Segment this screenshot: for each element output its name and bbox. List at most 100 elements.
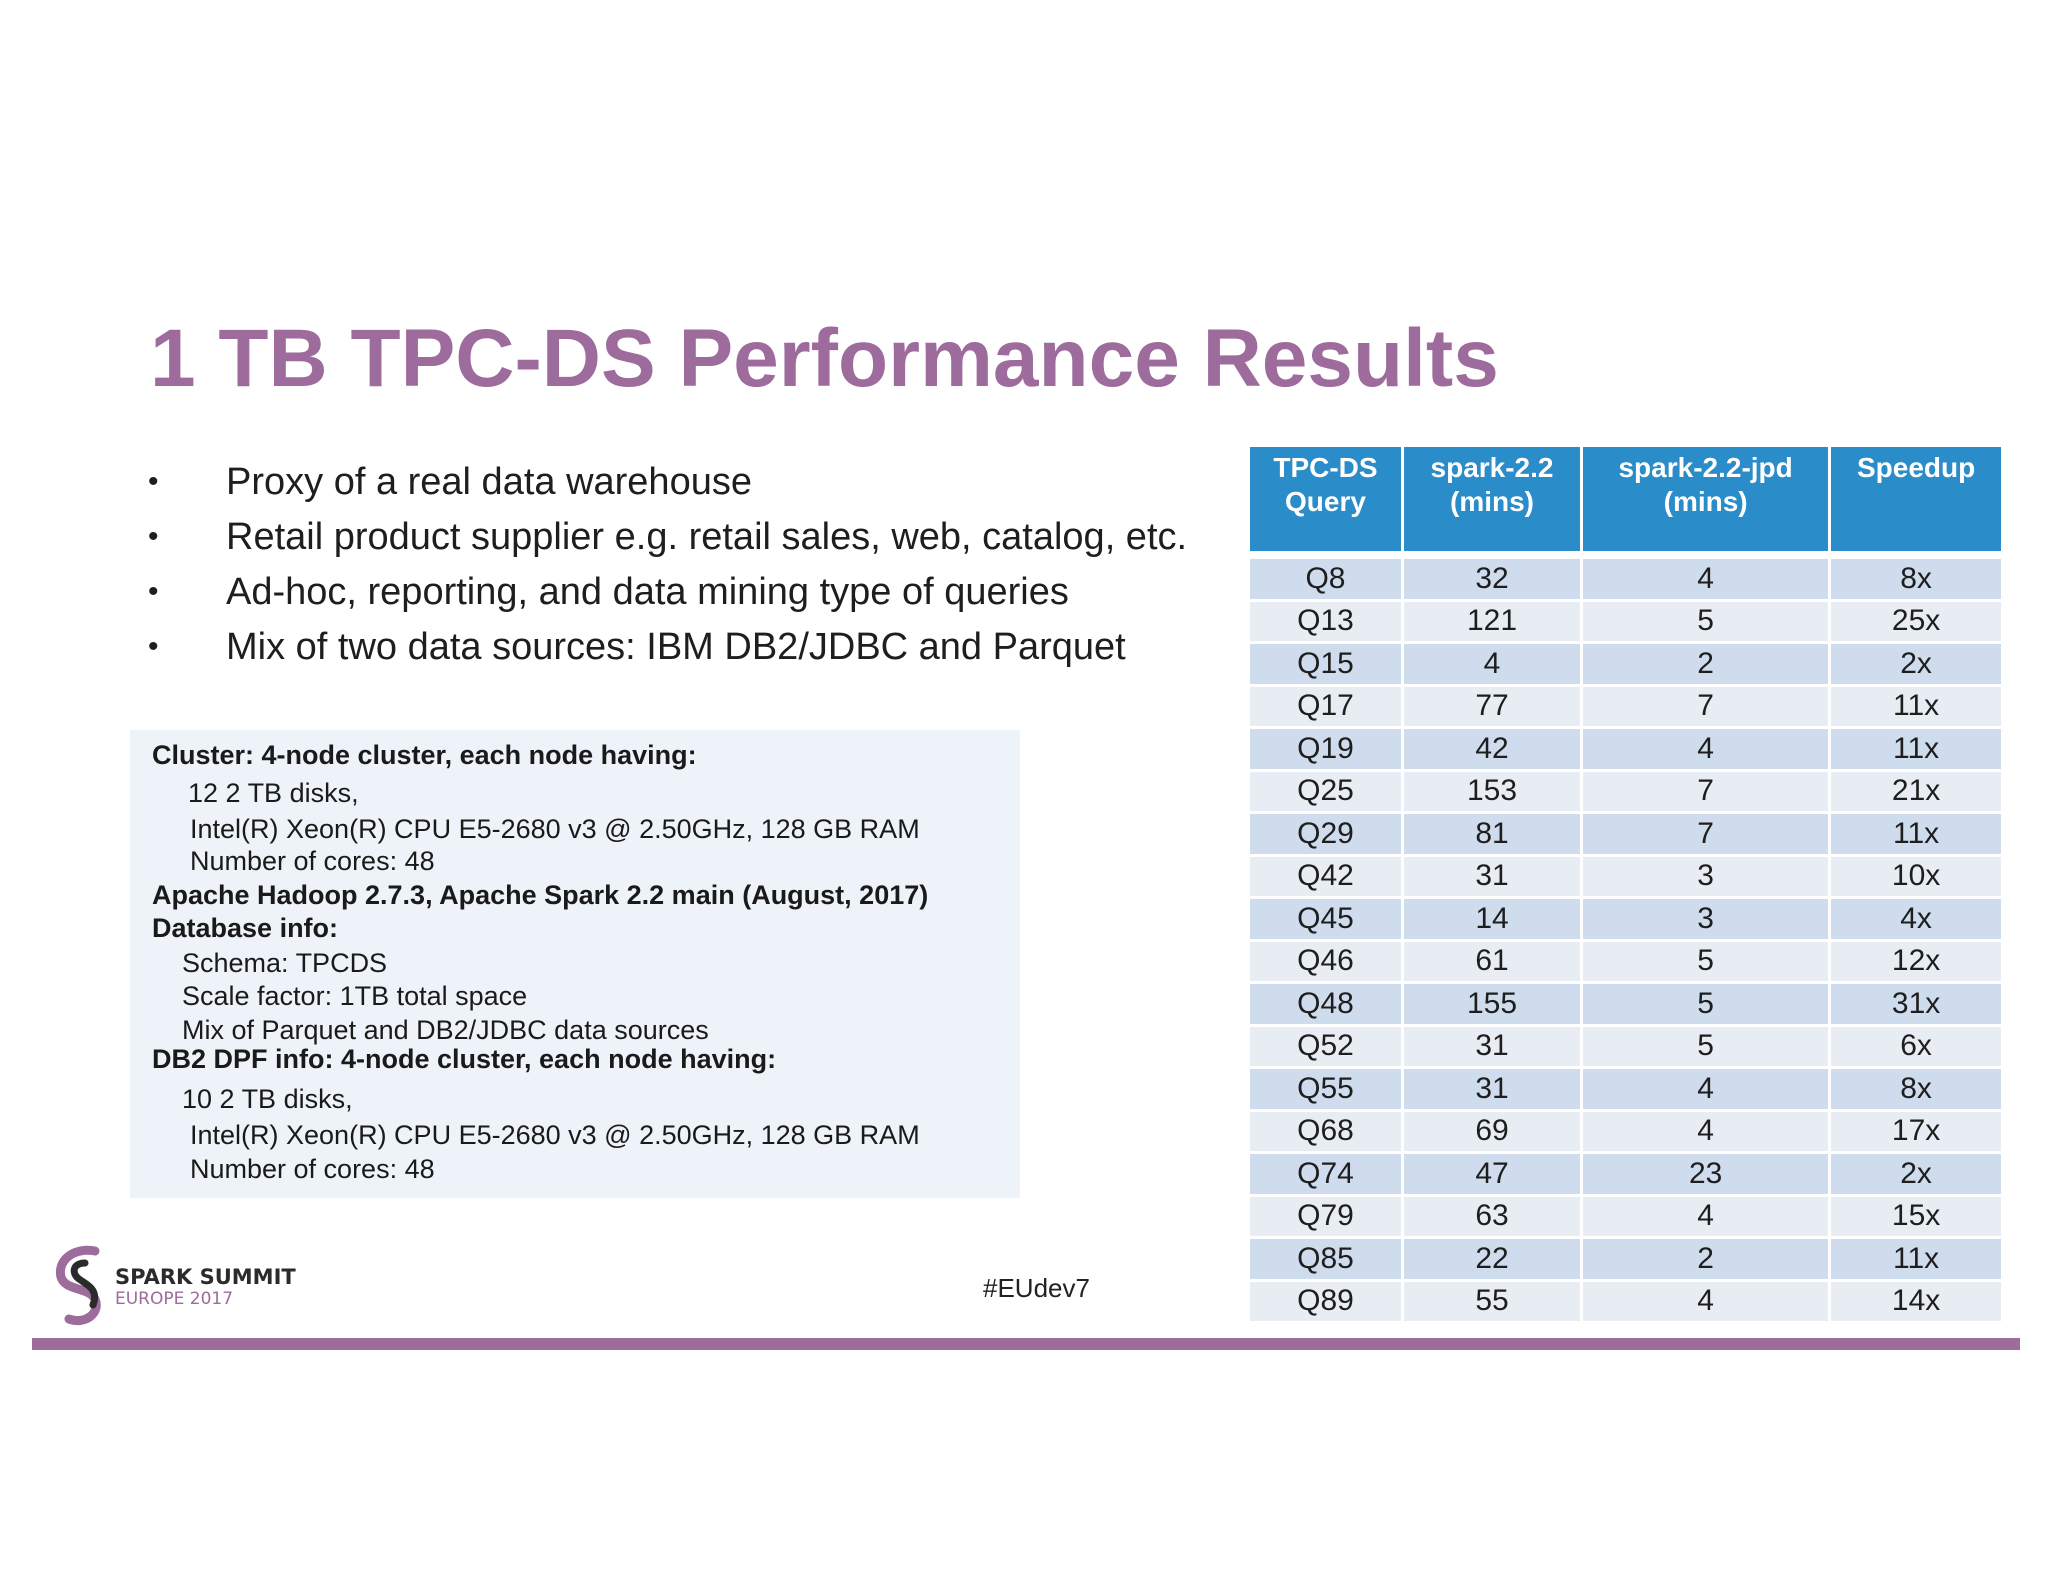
speedup-cell: 8x (1831, 1069, 2001, 1109)
speedup-cell: 2x (1831, 1154, 2001, 1194)
dpf-cpu: Intel(R) Xeon(R) CPU E5-2680 v3 @ 2.50GH… (190, 1120, 920, 1150)
table-row: Q85 22 2 11x (1250, 1239, 2001, 1279)
header-spark22: spark-2.2 (mins) (1403, 447, 1581, 551)
cluster-disks: 12 2 TB disks, (188, 778, 359, 808)
cluster-cores: Number of cores: 48 (190, 846, 435, 876)
bullet-text: Mix of two data sources: IBM DB2/JDBC an… (226, 626, 1126, 668)
spark22-cell: 63 (1403, 1196, 1581, 1236)
spark22-jpd-cell: 5 (1583, 984, 1829, 1024)
query-cell: Q46 (1250, 941, 1401, 981)
spacer-cell (1583, 554, 1828, 556)
spacer-cell (1250, 554, 1401, 556)
spark22-jpd-cell: 7 (1583, 686, 1829, 726)
spark22-jpd-cell: 4 (1583, 1111, 1829, 1151)
query-cell: Q42 (1250, 856, 1401, 896)
table-header-row: TPC-DS Query spark-2.2 (mins) spark-2.2-jp… (1250, 447, 2001, 551)
spark22-jpd-cell: 5 (1583, 1026, 1829, 1066)
speedup-cell: 15x (1831, 1196, 2001, 1236)
speedup-cell: 12x (1831, 941, 2001, 981)
table-row: Q8 32 4 8x (1250, 559, 2001, 599)
bullet-list: • Proxy of a real data warehouse • Retail … (148, 458, 1248, 678)
performance-table: TPC-DS Query spark-2.2 (mins) spark-2.2-jp… (1247, 444, 2004, 1324)
spark22-jpd-cell: 2 (1583, 644, 1829, 684)
dpf-heading: DB2 DPF info: 4-node cluster, each node … (152, 1044, 777, 1074)
table-row: Q13 121 5 25x (1250, 601, 2001, 641)
logo-line1: SPARK SUMMIT (115, 1265, 296, 1289)
spark22-cell: 69 (1403, 1111, 1581, 1151)
bullet-text: Ad-hoc, reporting, and data mining type … (226, 571, 1069, 613)
logo-line2: EUROPE 2017 (115, 1289, 234, 1309)
speedup-cell: 11x (1831, 1239, 2001, 1279)
table-body: Q8 32 4 8x Q13 121 5 25x Q15 4 2 2x Q17 77 7 11x Q19 42 4 1… (1250, 554, 2001, 1321)
query-cell: Q48 (1250, 984, 1401, 1024)
query-cell: Q85 (1250, 1239, 1401, 1279)
hashtag: #EUdev7 (983, 1273, 1090, 1303)
spark22-jpd-cell: 7 (1583, 814, 1829, 854)
spark22-jpd-cell: 23 (1583, 1154, 1829, 1194)
bullet-dot: • (148, 520, 159, 553)
database-mix: Mix of Parquet and DB2/JDBC data sources (182, 1015, 709, 1045)
table-row: Q17 77 7 11x (1250, 686, 2001, 726)
speedup-cell: 8x (1831, 559, 2001, 599)
table-row: Q68 69 4 17x (1250, 1111, 2001, 1151)
speedup-cell: 25x (1831, 601, 2001, 641)
database-schema: Schema: TPCDS (182, 948, 388, 978)
header-query: TPC-DS Query (1250, 447, 1401, 551)
spark22-cell: 155 (1403, 984, 1581, 1024)
spark22-jpd-cell: 3 (1583, 856, 1829, 896)
table-row: Q46 61 5 12x (1250, 941, 2001, 981)
spark22-cell: 121 (1403, 601, 1581, 641)
query-cell: Q89 (1250, 1281, 1401, 1321)
query-cell: Q29 (1250, 814, 1401, 854)
bullet-item: • Retail product supplier e.g. retail sal… (148, 513, 1248, 568)
spark22-jpd-cell: 4 (1583, 1196, 1829, 1236)
spark22-jpd-cell: 2 (1583, 1239, 1829, 1279)
header-spark22-jpd: spark-2.2-jpd (mins) (1583, 447, 1829, 551)
spark22-jpd-cell: 4 (1583, 559, 1829, 599)
spark-logo-icon (55, 1245, 101, 1325)
software-versions: Apache Hadoop 2.7.3, Apache Spark 2.2 ma… (152, 880, 929, 910)
table-row: Q15 4 2 2x (1250, 644, 2001, 684)
table-row: Q55 31 4 8x (1250, 1069, 2001, 1109)
bullet-dot: • (148, 630, 159, 663)
bullet-text: Proxy of a real data warehouse (226, 461, 752, 503)
header-line: Query (1285, 486, 1366, 517)
spacer-cell (1831, 554, 2001, 556)
speedup-cell: 31x (1831, 984, 2001, 1024)
header-speedup: Speedup (1831, 447, 2001, 551)
bullet-item: • Mix of two data sources: IBM DB2/JDBC a… (148, 623, 1248, 678)
database-scale: Scale factor: 1TB total space (182, 981, 528, 1011)
table-row: Q29 81 7 11x (1250, 814, 2001, 854)
dpf-disks: 10 2 TB disks, (182, 1084, 353, 1114)
table-row: Q52 31 5 6x (1250, 1026, 2001, 1066)
spacer-cell (1404, 554, 1580, 556)
table-row: Q48 155 5 31x (1250, 984, 2001, 1024)
speedup-cell: 14x (1831, 1281, 2001, 1321)
query-cell: Q25 (1250, 771, 1401, 811)
bullet-text: Retail product supplier e.g. retail sale… (226, 516, 1188, 558)
query-cell: Q55 (1250, 1069, 1401, 1109)
spark22-jpd-cell: 4 (1583, 1069, 1829, 1109)
query-cell: Q68 (1250, 1111, 1401, 1151)
query-cell: Q17 (1250, 686, 1401, 726)
header-line: (mins) (1450, 486, 1534, 517)
table-spacer-row (1250, 554, 2001, 556)
spark22-cell: 77 (1403, 686, 1581, 726)
spark22-cell: 32 (1403, 559, 1581, 599)
query-cell: Q45 (1250, 899, 1401, 939)
spark-summit-logo: SPARK SUMMIT EUROPE 2017 (55, 1243, 355, 1328)
spark22-jpd-cell: 3 (1583, 899, 1829, 939)
spark22-cell: 31 (1403, 1069, 1581, 1109)
spark22-cell: 14 (1403, 899, 1581, 939)
spark22-cell: 31 (1403, 856, 1581, 896)
bullet-dot: • (148, 465, 159, 498)
spark22-cell: 47 (1403, 1154, 1581, 1194)
bullet-item: • Proxy of a real data warehouse (148, 458, 1248, 513)
spark22-cell: 61 (1403, 941, 1581, 981)
query-cell: Q79 (1250, 1196, 1401, 1236)
database-heading: Database info: (152, 913, 339, 943)
spark22-cell: 55 (1403, 1281, 1581, 1321)
table-row: Q79 63 4 15x (1250, 1196, 2001, 1236)
query-cell: Q74 (1250, 1154, 1401, 1194)
speedup-cell: 6x (1831, 1026, 2001, 1066)
